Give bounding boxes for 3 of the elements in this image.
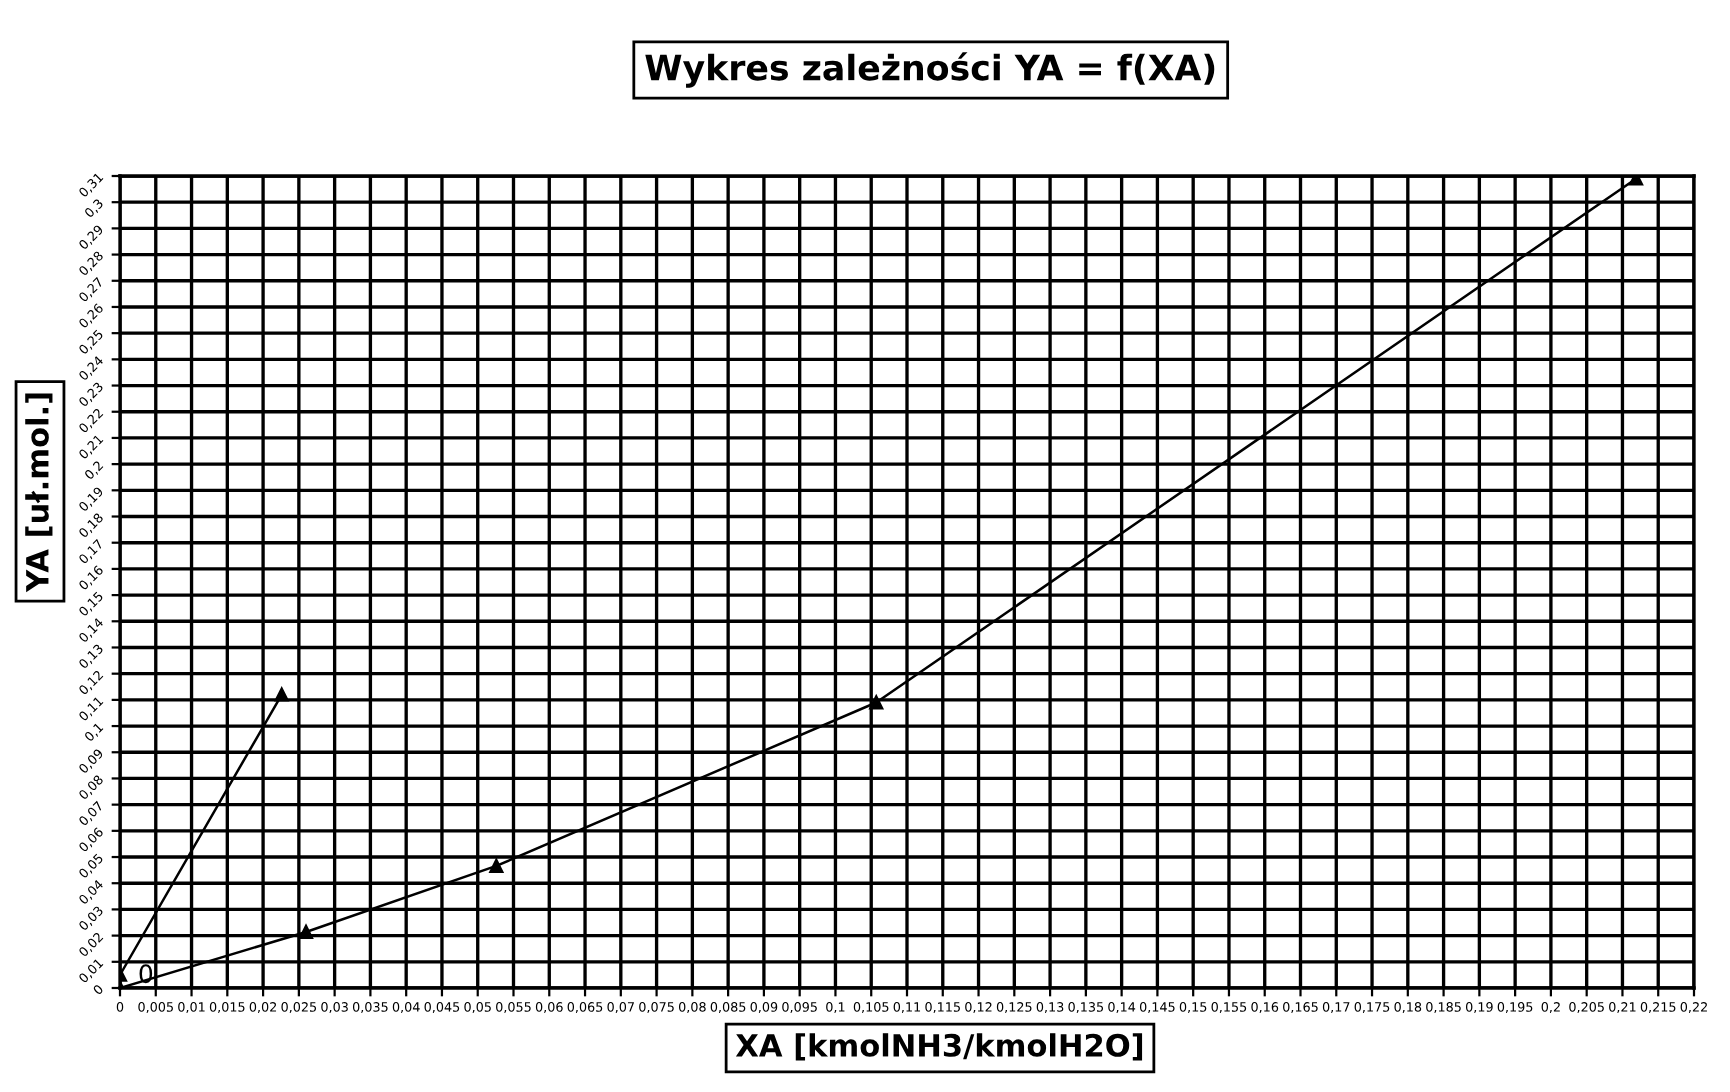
y-axis-title: YA [uł.mol.] bbox=[25, 393, 53, 593]
x-axis-title: XA [kmolNH3/kmolH2O] bbox=[735, 1033, 1143, 1061]
chart-title: Wykres zależności YA = f(XA) bbox=[645, 52, 1215, 88]
